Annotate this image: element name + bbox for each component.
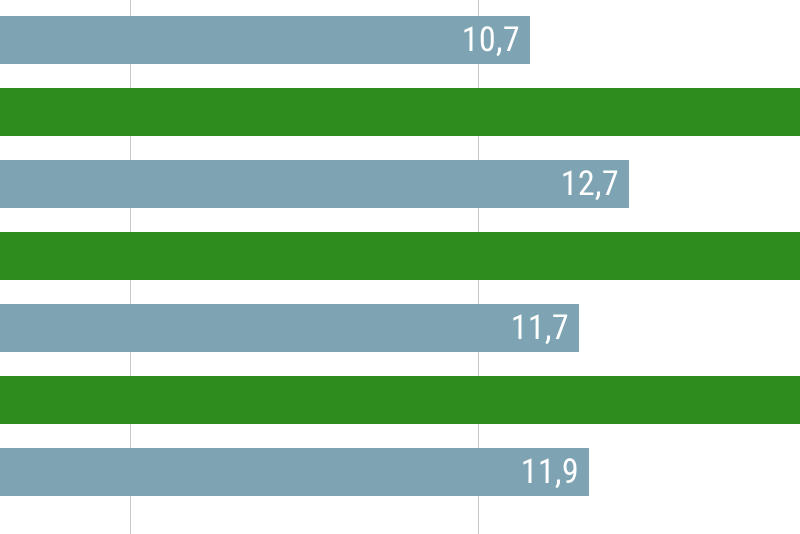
bar-value-label: 10,7 xyxy=(462,20,520,60)
bar-value-label: 11,7 xyxy=(511,308,569,348)
bar: 10,7 xyxy=(0,16,530,64)
bar-value-label: 11,9 xyxy=(521,452,579,492)
bar-value-label: 12,7 xyxy=(561,164,619,204)
bar xyxy=(0,88,800,136)
bar xyxy=(0,232,800,280)
bar: 11,7 xyxy=(0,304,579,352)
bar: 12,7 xyxy=(0,160,629,208)
bar: 11,9 xyxy=(0,448,589,496)
bar-chart: 10,7 12,7 11,7 11,9 xyxy=(0,0,800,534)
bar xyxy=(0,376,800,424)
